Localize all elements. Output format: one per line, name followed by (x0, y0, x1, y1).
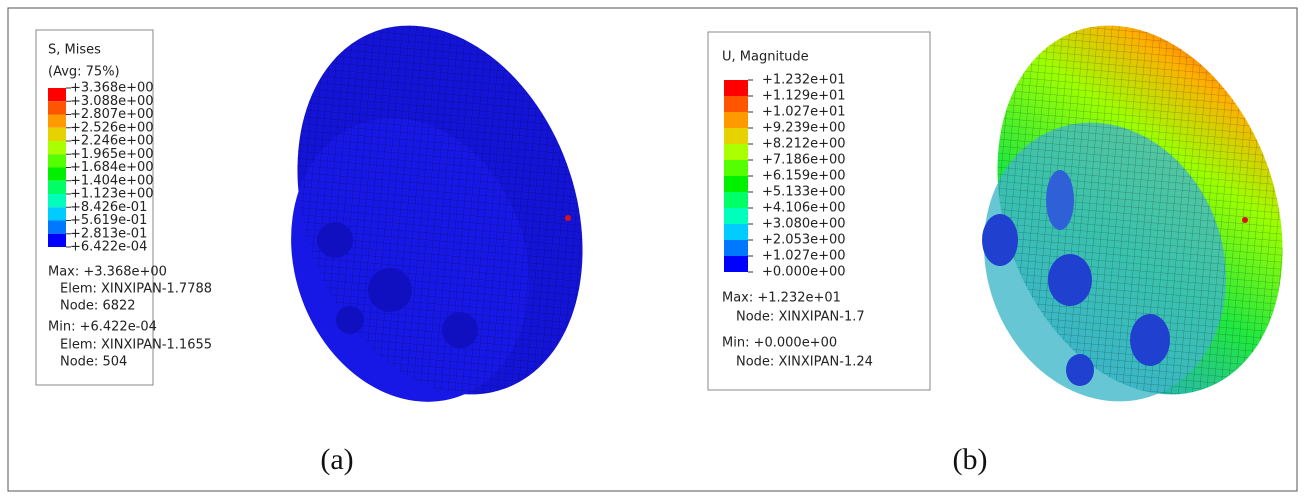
info-line: Node: 6822 (60, 299, 136, 314)
color-band (48, 154, 66, 167)
color-band (48, 128, 66, 141)
legend-title: U, Magnitude (722, 50, 809, 65)
legend-label: +8.212e+00 (762, 137, 846, 152)
color-band (48, 194, 66, 207)
legend-label: +2.053e+00 (762, 233, 846, 248)
model-b (946, 0, 1305, 436)
color-band (48, 234, 66, 247)
color-band (48, 221, 66, 234)
legend-label: +6.422e-04 (70, 240, 147, 255)
color-band (724, 160, 748, 176)
color-band (724, 224, 748, 240)
legend-label: +7.186e+00 (762, 153, 846, 168)
legend-label: +0.000e+00 (762, 265, 846, 280)
color-band (724, 192, 748, 208)
color-band (724, 80, 748, 96)
color-band (724, 240, 748, 256)
legend-subtitle: (Avg: 75%) (48, 65, 120, 80)
color-band (48, 88, 66, 101)
color-band (48, 181, 66, 194)
color-band (48, 115, 66, 128)
legend-label: +3.080e+00 (762, 217, 846, 232)
legend-label: +1.129e+01 (762, 89, 846, 104)
caption: (a) (320, 443, 353, 476)
legend-label: +1.027e+00 (762, 249, 846, 264)
figure: S, Mises(Avg: 75%)+3.368e+00+3.088e+00+2… (0, 0, 1305, 499)
color-band (724, 112, 748, 128)
info-line: Min: +6.422e-04 (48, 320, 157, 335)
info-line: Elem: XINXIPAN-1.1655 (60, 338, 212, 353)
info-line: Elem: XINXIPAN-1.7788 (60, 282, 212, 297)
info-line: Max: +3.368e+00 (48, 265, 167, 280)
info-line: Node: XINXIPAN-1.7 (736, 310, 865, 325)
color-band (724, 256, 748, 272)
legend-label: +1.027e+01 (762, 105, 846, 120)
color-band (48, 207, 66, 220)
color-band (724, 144, 748, 160)
legend-label: +1.232e+01 (762, 73, 846, 88)
color-band (724, 128, 748, 144)
caption: (b) (953, 443, 988, 476)
color-band (724, 176, 748, 192)
legend-title: S, Mises (48, 43, 101, 58)
color-band (48, 141, 66, 154)
info-line: Max: +1.232e+01 (722, 291, 841, 306)
legend-label: +5.133e+00 (762, 185, 846, 200)
color-band (724, 96, 748, 112)
info-line: Min: +0.000e+00 (722, 336, 837, 351)
color-band (48, 101, 66, 114)
legend-label: +9.239e+00 (762, 121, 846, 136)
legend-label: +4.106e+00 (762, 201, 846, 216)
color-band (48, 168, 66, 181)
legend-label: +6.159e+00 (762, 169, 846, 184)
info-line: Node: XINXIPAN-1.24 (736, 355, 873, 370)
info-line: Node: 504 (60, 355, 127, 370)
model-a (248, 0, 632, 436)
color-band (724, 208, 748, 224)
